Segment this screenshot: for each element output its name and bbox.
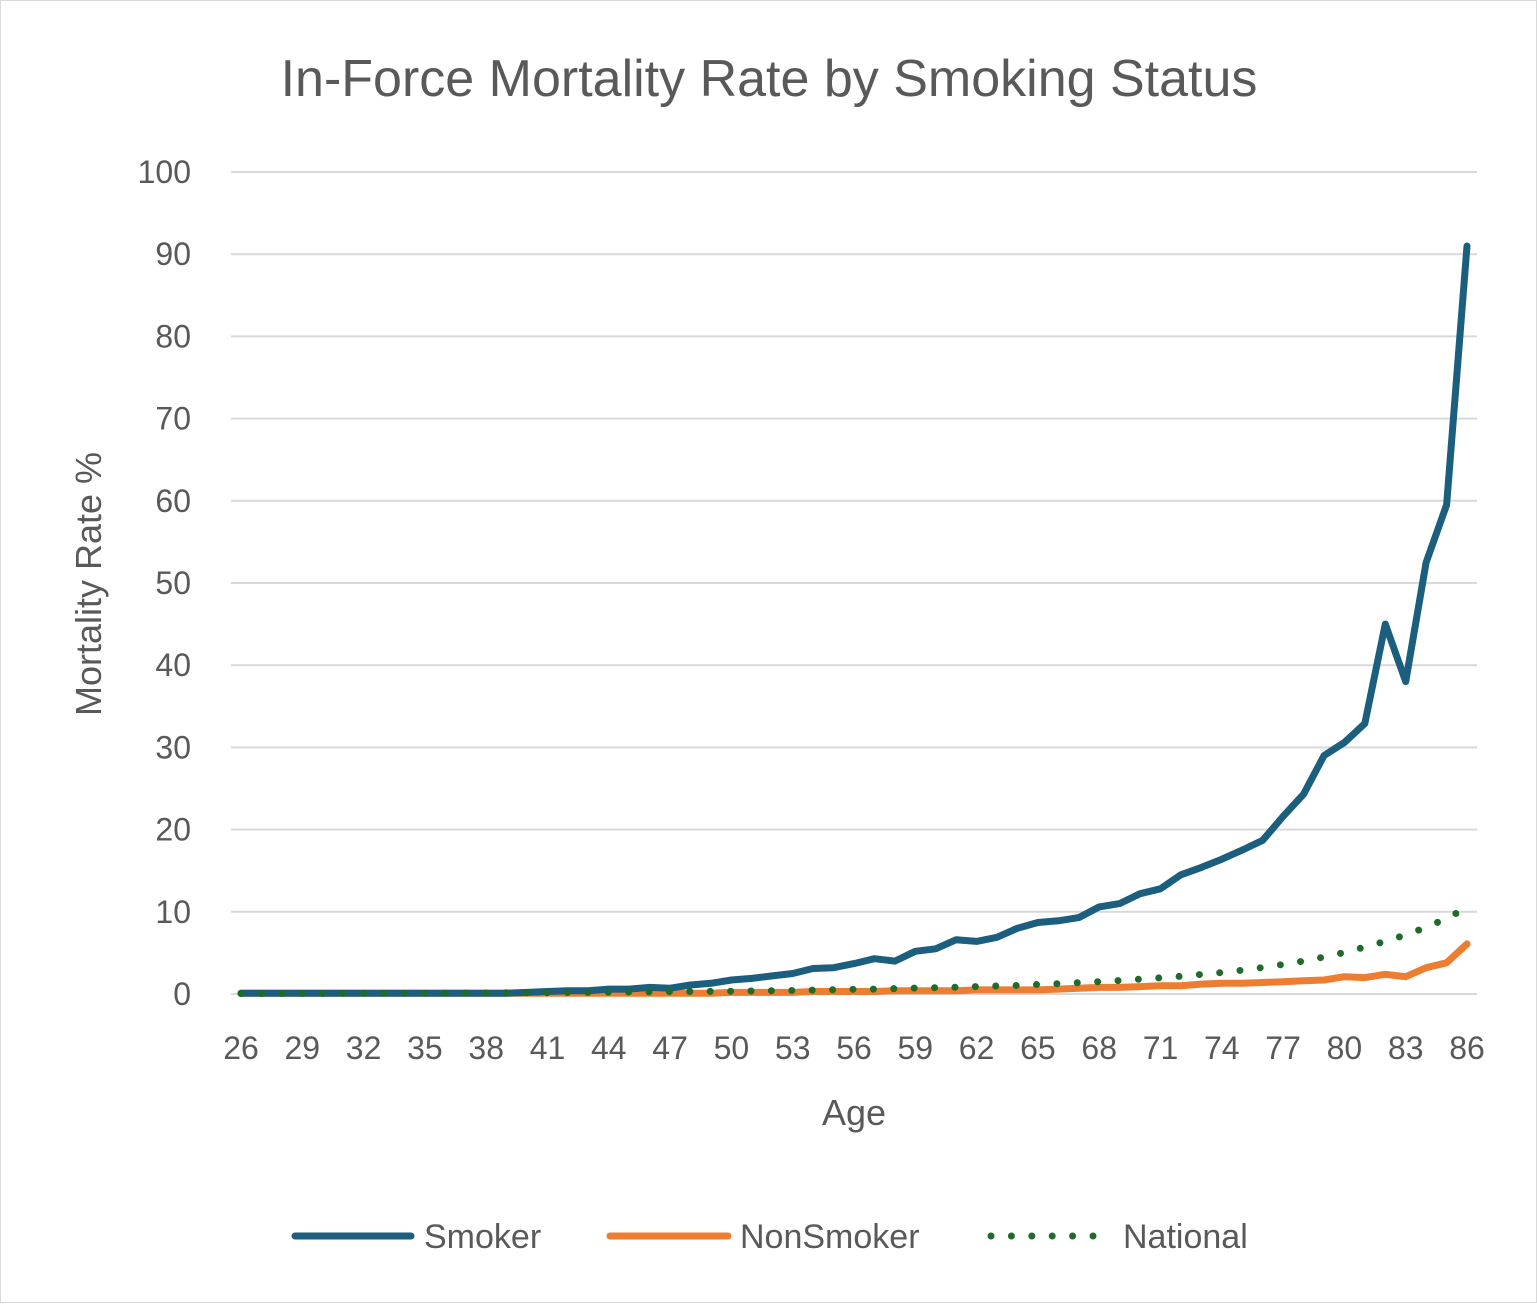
y-tick-label: 0	[173, 976, 191, 1012]
x-tick-label: 41	[530, 1030, 566, 1066]
x-tick-label: 83	[1388, 1030, 1424, 1066]
x-axis-ticks: 26 29 32 35 38 41 44 47 50 53 56 59 62 65 68 71 74 77 80 83…	[223, 1030, 1485, 1066]
y-axis-title: Mortality Rate %	[68, 452, 109, 716]
x-tick-label: 65	[1020, 1030, 1056, 1066]
x-tick-label: 56	[836, 1030, 872, 1066]
x-tick-label: 80	[1327, 1030, 1363, 1066]
x-tick-label: 50	[714, 1030, 750, 1066]
y-tick-label: 90	[155, 236, 191, 272]
x-tick-label: 77	[1265, 1030, 1301, 1066]
x-tick-label: 62	[959, 1030, 995, 1066]
x-tick-label: 35	[407, 1030, 443, 1066]
y-tick-label: 10	[155, 894, 191, 930]
x-tick-label: 29	[285, 1030, 321, 1066]
y-tick-label: 70	[155, 401, 191, 437]
y-tick-label: 30	[155, 729, 191, 765]
y-tick-label: 100	[138, 154, 191, 190]
y-tick-label: 80	[155, 318, 191, 354]
legend-label: National	[1123, 1218, 1248, 1256]
legend-item-national: National	[987, 1218, 1248, 1256]
y-tick-label: 40	[155, 647, 191, 683]
x-tick-label: 47	[652, 1030, 688, 1066]
series-lines	[237, 242, 1471, 998]
x-tick-label: 86	[1449, 1030, 1485, 1066]
x-tick-label: 26	[223, 1030, 259, 1066]
x-axis-title: Age	[822, 1092, 886, 1133]
gridlines	[231, 171, 1477, 995]
series-national-line	[237, 904, 1471, 998]
series-smoker-line	[237, 242, 1471, 997]
y-axis-ticks: 0 10 20 30 40 50 60 70 80 90 100	[138, 154, 191, 1012]
legend: Smoker NonSmoker National	[291, 1218, 1248, 1256]
x-tick-label: 74	[1204, 1030, 1240, 1066]
y-tick-label: 60	[155, 483, 191, 519]
y-tick-label: 20	[155, 812, 191, 848]
x-tick-label: 53	[775, 1030, 811, 1066]
x-tick-label: 59	[898, 1030, 934, 1066]
chart-title: In-Force Mortality Rate by Smoking Statu…	[281, 50, 1258, 108]
series-nonsmoker-line	[237, 940, 1471, 997]
legend-item-smoker: Smoker	[291, 1218, 541, 1256]
x-tick-label: 68	[1081, 1030, 1117, 1066]
legend-label: NonSmoker	[740, 1218, 920, 1256]
x-tick-label: 71	[1143, 1030, 1179, 1066]
x-tick-label: 38	[468, 1030, 504, 1066]
x-tick-label: 44	[591, 1030, 627, 1066]
legend-item-nonsmoker: NonSmoker	[606, 1218, 920, 1256]
x-tick-label: 32	[346, 1030, 382, 1066]
y-tick-label: 50	[155, 565, 191, 601]
legend-label: Smoker	[424, 1218, 541, 1256]
